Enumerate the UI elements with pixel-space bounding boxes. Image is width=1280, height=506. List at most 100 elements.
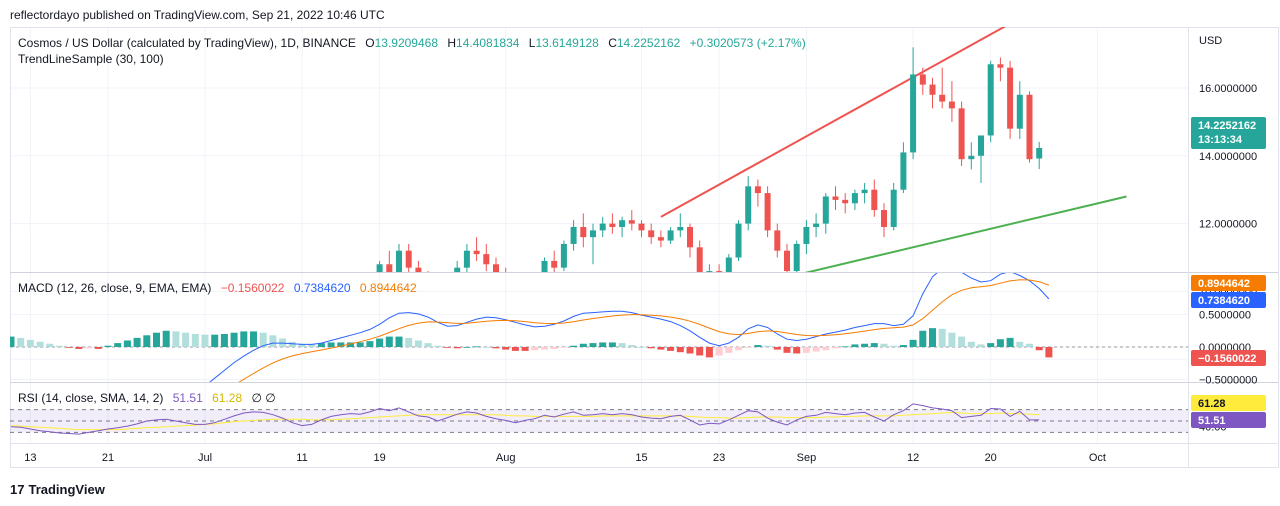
macd-hist-bar: [1016, 341, 1024, 347]
candle-body: [793, 243, 800, 272]
macd-hist-bar: [153, 332, 160, 347]
candle: [532, 274, 538, 291]
macd-hist-badge-bg: [1191, 350, 1266, 366]
time-axis[interactable]: 13 21 Jul 11 19 Aug 15 23 Sep 12 20 Oct: [24, 452, 1106, 464]
macd-hist-bar: [676, 347, 684, 353]
macd-hist-bar: [492, 347, 500, 349]
candle: [560, 240, 567, 272]
rsi-line: [10, 403, 1040, 435]
macd-hist-bar: [570, 345, 578, 347]
chart-frame: [10, 27, 1279, 468]
legend-change: +0.3020573 (+2.17%): [690, 36, 806, 50]
macd-hist-bar: [715, 347, 723, 356]
candle: [677, 213, 684, 238]
candle-body: [657, 237, 664, 241]
candle: [1036, 141, 1043, 170]
candle-body: [1007, 67, 1014, 129]
candle-body: [628, 220, 635, 224]
candle: [696, 240, 703, 272]
candle: [890, 182, 897, 231]
macd-hist-bar: [201, 334, 209, 347]
macd-line: [209, 273, 1050, 382]
candle: [1016, 81, 1023, 139]
candle-body: [348, 305, 354, 312]
macd-hist-bar: [444, 347, 451, 348]
candle-body: [861, 189, 868, 194]
price-axis[interactable]: 16.000000014.000000012.000000010.0000000…: [1191, 83, 1266, 434]
pane-dividers: [10, 27, 1279, 468]
candle: [338, 305, 344, 325]
macd-hist-bar: [861, 343, 869, 347]
macd-hist-bar: [870, 343, 878, 347]
trendlines[interactable]: [428, 24, 1127, 363]
rsi-legend-extra: ∅ ∅: [251, 391, 275, 405]
candle-body: [328, 315, 334, 329]
candle: [505, 267, 507, 272]
footer-brand[interactable]: 17 TradingView: [10, 482, 105, 497]
macd-hist-bar: [938, 328, 946, 347]
macd-hist-bar: [754, 345, 762, 347]
macd-hist-bar: [919, 330, 927, 347]
macd-hist-bar: [288, 341, 296, 347]
candle-body: [357, 305, 363, 312]
candle: [706, 264, 713, 272]
trendline-lower: [804, 195, 1127, 272]
rsi-ma-badge-bg: [1191, 395, 1266, 411]
candle-body: [619, 220, 626, 227]
candle: [648, 223, 655, 244]
macd-value: 0.7384620: [294, 281, 351, 295]
macd-hist-bar: [1045, 347, 1053, 358]
candle-body: [871, 189, 878, 211]
candle: [551, 250, 558, 272]
candle-body: [270, 305, 276, 315]
candle: [212, 346, 218, 363]
rsi-label: RSI (14, close, SMA, 14, 2): [18, 391, 163, 405]
candle-body: [473, 250, 480, 255]
candle: [948, 81, 955, 122]
candle: [784, 243, 790, 272]
macd-hist-bar: [36, 341, 44, 347]
candle: [842, 193, 849, 214]
macd-hist-bar: [114, 343, 122, 347]
candle-body: [832, 196, 839, 200]
macd-hist-bar: [899, 345, 907, 347]
rsi-ma-line: [10, 411, 1040, 431]
candlestick-series[interactable]: [8, 47, 1043, 393]
candle: [1026, 91, 1033, 163]
macd-hist-bar: [841, 346, 849, 348]
candle: [95, 373, 101, 390]
macd-hist-bar: [56, 345, 63, 347]
candle: [405, 243, 412, 272]
candle-body: [570, 226, 577, 244]
candle: [251, 295, 257, 315]
candle: [115, 352, 121, 376]
tradingview-logo-icon: 17: [10, 482, 25, 497]
candle-body: [251, 302, 257, 309]
candle-body: [212, 349, 218, 356]
grid-lines: [10, 27, 1188, 443]
macd-signal-badge: 0.8944642: [1191, 275, 1266, 291]
macd-hist-bar: [240, 331, 248, 347]
macd-hist-bar: [376, 338, 384, 347]
candle-body: [677, 226, 684, 231]
candle: [919, 67, 926, 95]
macd-hist-bar: [347, 342, 354, 347]
candle-body: [115, 356, 121, 373]
macd-hist-bar: [550, 347, 558, 349]
last-price-badge-text: 13:13:34: [1198, 134, 1243, 146]
candle: [910, 47, 917, 160]
candle: [754, 179, 761, 207]
candle: [328, 312, 334, 336]
candle-body: [842, 199, 849, 204]
candle-body: [754, 186, 761, 194]
macd-hist-bar: [75, 347, 83, 349]
legend-close: 14.2252162: [617, 36, 681, 50]
macd-hist-bar: [143, 335, 151, 347]
macd-hist-bar: [172, 331, 180, 347]
macd-tick-label: −0.5000000: [1199, 375, 1257, 387]
time-tick-label: Jul: [198, 452, 212, 464]
candle-body: [57, 366, 63, 373]
macd-hist-bar: [948, 332, 956, 347]
macd-hist-bar: [405, 337, 413, 347]
